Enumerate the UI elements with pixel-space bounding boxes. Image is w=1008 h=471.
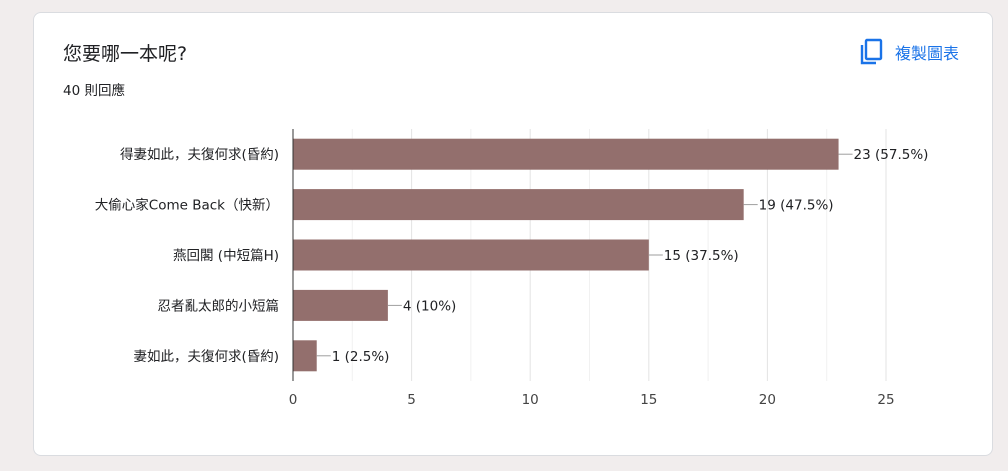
x-tick-label: 20 [759, 392, 776, 408]
bar [293, 138, 839, 170]
data-label: 1 (2.5%) [332, 349, 390, 365]
bar [293, 239, 649, 271]
bar [293, 189, 744, 221]
bar [293, 289, 388, 321]
category-label: 燕回閣 (中短篇H) [173, 248, 279, 264]
category-label: 得妻如此，夫復何求(昏約) [120, 146, 279, 163]
x-tick-label: 15 [640, 392, 657, 408]
x-tick-label: 10 [522, 392, 539, 408]
chart-card: 您要哪一本呢? 40 則回應 複製圖表 23 (57.5%) 得妻如此，夫復何求(… [33, 12, 993, 456]
bar-chart: 23 (57.5%) 得妻如此，夫復何求(昏約) 19 (47.5%) 大偷心家Com… [95, 129, 929, 408]
bar [293, 340, 317, 372]
data-label: 23 (57.5%) [854, 147, 929, 163]
copy-chart-button[interactable]: 複製圖表 [857, 35, 961, 69]
chart-title: 您要哪一本呢? [63, 43, 188, 65]
copy-icon [860, 38, 883, 65]
x-tick-label: 5 [407, 392, 416, 408]
data-label: 4 (10%) [403, 298, 456, 314]
copy-chart-label: 複製圖表 [894, 44, 959, 63]
category-label: 大偷心家Come Back（快新） [95, 197, 279, 214]
category-label: 忍者亂太郎的小短篇 [158, 298, 280, 314]
data-label: 19 (47.5%) [759, 198, 834, 214]
x-tick-label: 25 [877, 392, 894, 408]
category-label: 妻如此，夫復何求(昏約) [133, 348, 279, 365]
x-tick-label: 0 [289, 392, 298, 408]
data-label: 15 (37.5%) [664, 248, 739, 264]
response-count: 40 則回應 [63, 83, 125, 99]
